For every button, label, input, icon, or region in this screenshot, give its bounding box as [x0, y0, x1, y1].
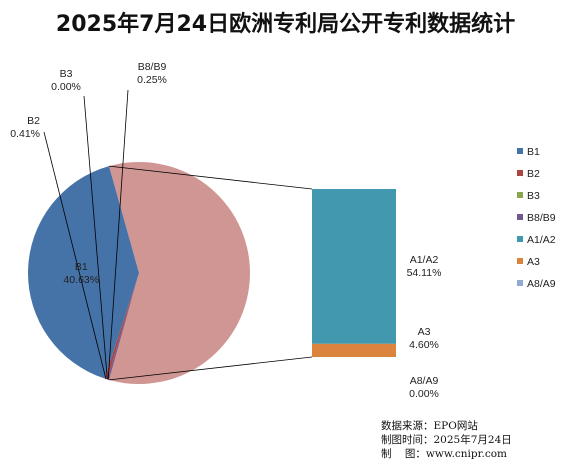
legend-swatch-b2: [517, 170, 523, 176]
author-line: 制 图：www.cnipr.com: [381, 447, 512, 461]
pie: [28, 162, 250, 384]
bar-segment-a3: [312, 344, 396, 357]
data-label-b3: B30.00%: [51, 68, 81, 93]
data-label-b2: B20.41%: [10, 115, 40, 140]
legend-swatch-a8-a9: [517, 280, 523, 286]
stacked-bar: [312, 189, 396, 357]
data-label-a3: A34.60%: [409, 326, 439, 351]
legend: B1 B2 B3 B8/B9 A1/A2 A3 A8/A9: [517, 146, 556, 290]
source-line: 数据来源：EPO网站: [381, 419, 512, 433]
source-note: 数据来源：EPO网站 制图时间：2025年7月24日 制 图：www.cnipr…: [381, 419, 512, 461]
data-label-b8-b9: B8/B90.25%: [137, 61, 167, 86]
legend-label-b8-b9: B8/B9: [527, 212, 556, 224]
legend-label-a8-a9: A8/A9: [527, 278, 556, 290]
legend-swatch-b3: [517, 192, 523, 198]
data-label-a1-a2: A1/A254.11%: [407, 254, 442, 279]
date-line: 制图时间：2025年7月24日: [381, 433, 512, 447]
legend-swatch-b8-b9: [517, 214, 523, 220]
legend-label-b1: B1: [527, 146, 540, 158]
legend-label-b3: B3: [527, 190, 540, 202]
legend-swatch-a1-a2: [517, 236, 523, 242]
legend-label-b2: B2: [527, 168, 540, 180]
legend-swatch-a3: [517, 258, 523, 264]
legend-label-a1-a2: A1/A2: [527, 234, 556, 246]
bar-segment-a1-a2: [312, 189, 396, 344]
legend-swatch-b1: [517, 148, 523, 154]
legend-label-a3: A3: [527, 256, 540, 268]
data-label-a8-a9: A8/A90.00%: [409, 375, 439, 400]
